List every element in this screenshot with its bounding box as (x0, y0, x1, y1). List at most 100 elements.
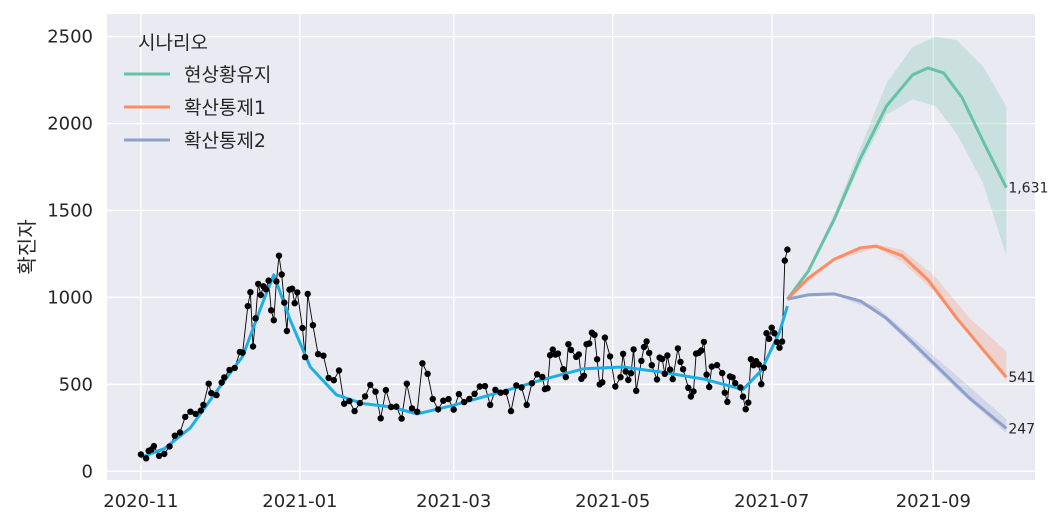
observed-point (257, 291, 264, 299)
scenario-line (787, 292, 1008, 430)
observed-point (471, 390, 478, 397)
observed-point (492, 386, 499, 393)
y-tick-label: 2500 (47, 27, 93, 48)
scenario-end-label: 1,631 (1008, 181, 1048, 197)
observed-point (646, 349, 653, 357)
x-axis-ticks: 2020-11 2021-01 2021-03 2021-05 2021-07 2021-… (103, 491, 971, 512)
observed-point (314, 350, 322, 358)
confidence-band (787, 244, 1007, 381)
observed-point (393, 403, 400, 410)
observed-point (244, 302, 251, 310)
observed-point (309, 322, 317, 329)
observed-point (575, 351, 582, 358)
observed-point (768, 324, 775, 331)
observed-point (661, 370, 668, 377)
observed-point (273, 278, 280, 285)
confidence-band (787, 36, 1007, 300)
observed-point (619, 350, 627, 357)
observed-point (197, 407, 204, 414)
observed-point (335, 367, 343, 374)
observed-point (142, 455, 150, 462)
observed-point (518, 384, 525, 391)
observed-point (580, 372, 588, 379)
observed-point (330, 377, 337, 384)
observed-point (698, 347, 705, 354)
observed-point (341, 400, 348, 407)
observed-point (155, 452, 163, 459)
observed-point (226, 366, 233, 374)
observed-point (288, 285, 296, 292)
observed-point (687, 393, 695, 400)
scenario-end-label: 541 (1008, 370, 1035, 386)
observed-point (455, 390, 463, 398)
observed-point (255, 280, 262, 288)
observed-point (528, 380, 536, 387)
observed-point (262, 286, 270, 293)
observed-point (150, 442, 158, 450)
observed-point (460, 398, 468, 406)
observed-point (275, 252, 283, 259)
observed-point (356, 399, 364, 407)
observed-point (450, 406, 457, 413)
observed-point (200, 401, 207, 409)
observed-point (221, 374, 228, 381)
scenario-line (786, 66, 1008, 301)
x-tick-label: 2021-03 (416, 491, 491, 512)
observed-point (778, 338, 786, 345)
observed-point (677, 358, 684, 366)
observed-point (648, 362, 655, 369)
observed-point (320, 352, 327, 359)
observed-point (781, 257, 788, 264)
observed-point (187, 408, 194, 415)
observed-point (304, 290, 311, 298)
observed-point (729, 374, 736, 381)
observed-point (523, 401, 530, 409)
observed-point (387, 403, 395, 411)
observed-point (192, 410, 199, 418)
observed-point (424, 370, 431, 377)
observed-point (414, 408, 421, 415)
observed-point (640, 343, 648, 351)
observed-point (249, 343, 257, 350)
observed-point (554, 350, 562, 357)
observed-point (283, 327, 291, 335)
observed-point (708, 363, 715, 370)
observed-point (208, 389, 215, 397)
observed-point (278, 271, 285, 278)
observed-point (440, 397, 447, 404)
observed-point (487, 401, 494, 409)
observed-point (497, 389, 504, 396)
observed-point (685, 384, 692, 391)
observed-point (166, 443, 173, 450)
observed-point (176, 429, 184, 436)
x-tick-label: 2021-07 (734, 491, 809, 512)
observed-point (593, 356, 601, 363)
observed-point (429, 395, 436, 403)
observed-point (161, 450, 168, 458)
observed-point (372, 388, 379, 395)
observed-point (706, 383, 713, 391)
observed-point (377, 415, 384, 422)
observed-point (721, 389, 728, 396)
observed-point (481, 382, 489, 390)
observed-point (539, 373, 546, 381)
x-tick-label: 2021-05 (575, 491, 650, 512)
observed-point (776, 344, 783, 351)
observed-point (567, 346, 575, 354)
x-tick-label: 2020-11 (103, 491, 178, 512)
legend-item-label: 확산통제2 (184, 130, 266, 152)
observed-point (606, 353, 614, 360)
y-tick-label: 500 (59, 374, 93, 395)
observed-point (301, 353, 309, 361)
observed-point (205, 380, 212, 387)
observed-point (758, 381, 765, 388)
confidence-bands (787, 36, 1007, 434)
legend-item-label: 현상황유지 (184, 64, 271, 86)
observed-point (664, 352, 671, 359)
observed-point (601, 334, 609, 341)
observed-point (700, 338, 708, 346)
observed-point (690, 388, 697, 395)
observed-point (182, 413, 189, 421)
observed-point (281, 299, 288, 306)
